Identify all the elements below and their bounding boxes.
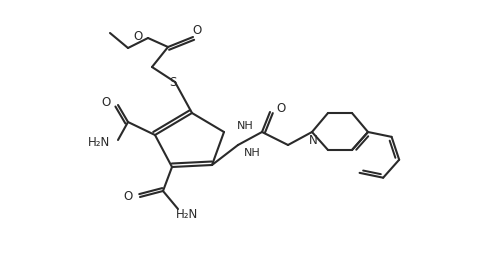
Text: H₂N: H₂N xyxy=(176,209,198,222)
Text: H₂N: H₂N xyxy=(88,136,110,149)
Text: O: O xyxy=(276,103,285,116)
Text: O: O xyxy=(124,191,133,204)
Text: O: O xyxy=(134,30,143,43)
Text: N: N xyxy=(309,134,317,147)
Text: S: S xyxy=(169,76,177,89)
Text: O: O xyxy=(102,95,111,108)
Text: NH: NH xyxy=(244,148,261,158)
Text: O: O xyxy=(192,24,202,38)
Text: NH: NH xyxy=(237,121,254,131)
